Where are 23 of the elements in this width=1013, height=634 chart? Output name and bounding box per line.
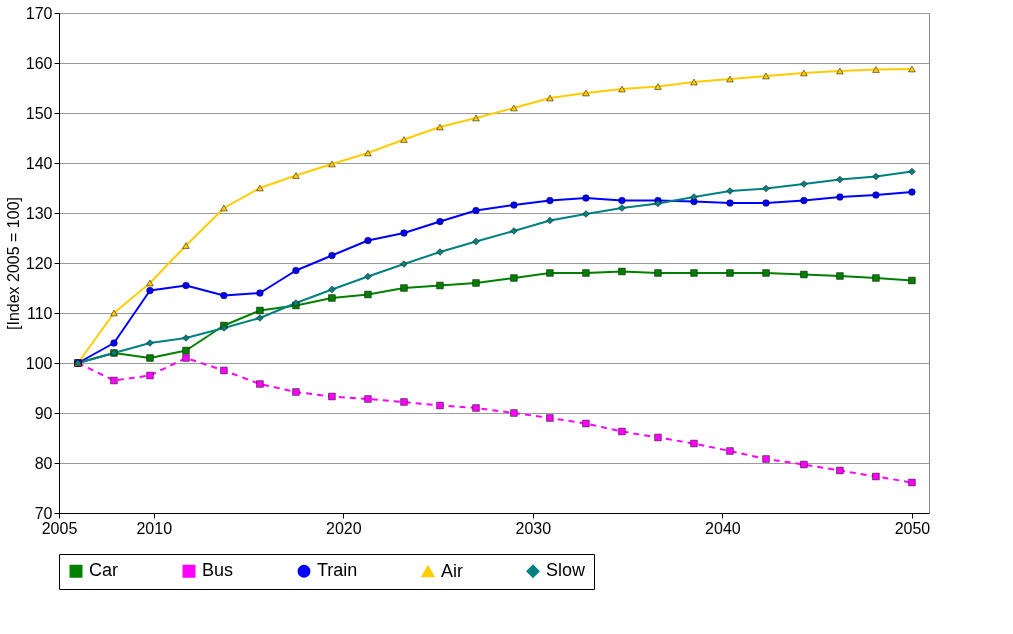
- y-tick-label: 80: [34, 454, 53, 472]
- y-tick-label: 130: [25, 204, 53, 222]
- y-tick-label: 160: [25, 54, 53, 72]
- legend-label: Slow: [546, 560, 587, 581]
- y-tick-label: 90: [34, 404, 53, 422]
- x-tick-label: 2050: [894, 519, 931, 537]
- y-tick-label: 170: [25, 4, 53, 22]
- x-tick-label: 2005: [41, 519, 78, 537]
- x-tick-label: 2010: [136, 519, 173, 537]
- y-tick-label: 70: [34, 504, 53, 522]
- x-tick-label: 2020: [326, 519, 362, 537]
- x-tick-label: 2040: [705, 519, 741, 537]
- legend-label: Train: [317, 560, 358, 581]
- y-tick-label: 110: [26, 304, 53, 322]
- legend-label: Car: [89, 560, 119, 581]
- y-tick-label: 100: [25, 354, 53, 372]
- y-tick-label: 140: [25, 154, 53, 172]
- y-tick-label: 120: [25, 254, 53, 272]
- y-axis-title: [Index 2005 = 100]: [4, 197, 22, 330]
- y-tick-label: 150: [25, 104, 53, 122]
- legend-label: Bus: [202, 560, 234, 581]
- x-tick-label: 2030: [515, 519, 552, 537]
- legend-label: Air: [441, 560, 463, 581]
